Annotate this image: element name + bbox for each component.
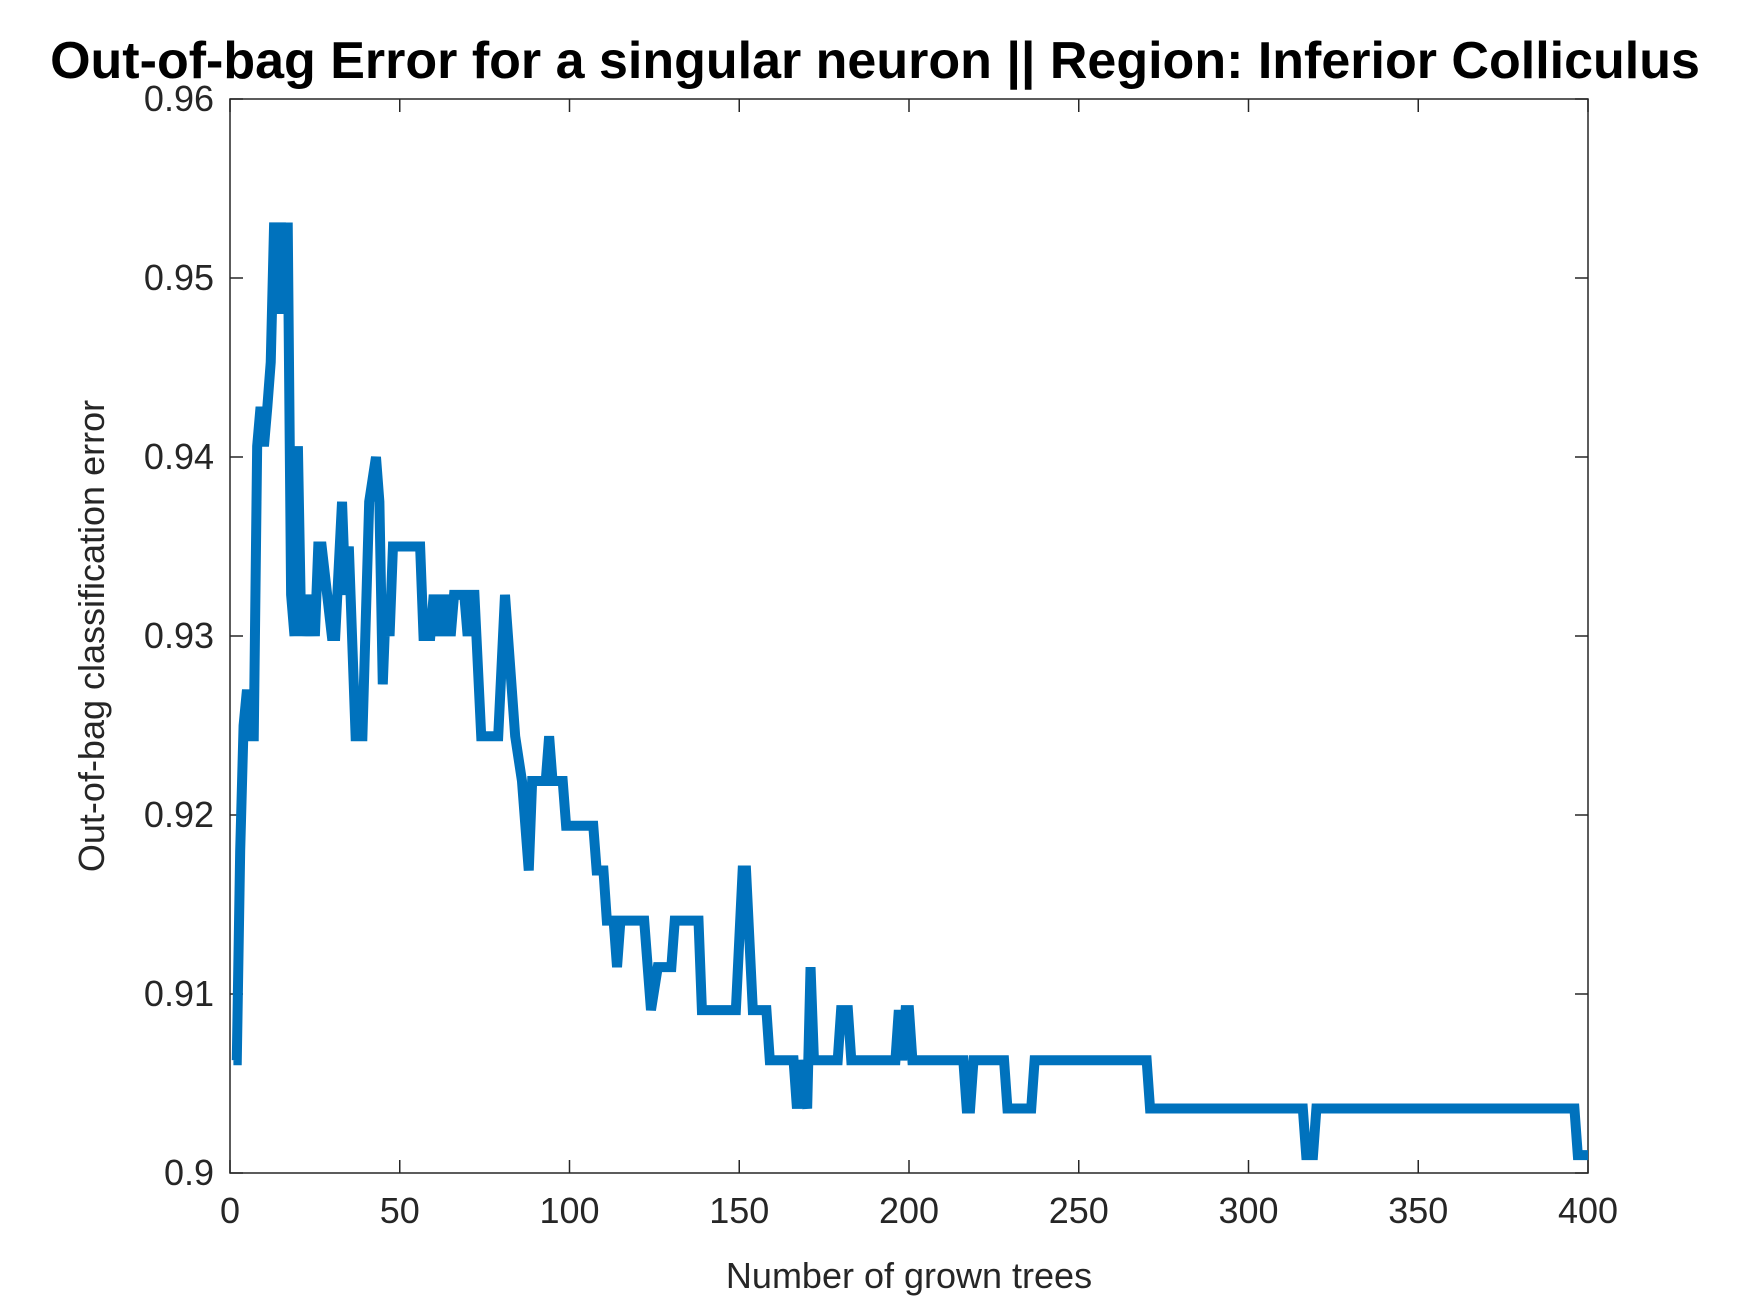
x-tick-label: 0 (220, 1190, 240, 1231)
y-tick-label: 0.93 (144, 615, 214, 656)
x-tick-label: 150 (709, 1190, 769, 1231)
x-tick-label: 200 (879, 1190, 939, 1231)
x-tick-label: 250 (1049, 1190, 1109, 1231)
chart-title: Out-of-bag Error for a singular neuron |… (50, 32, 1700, 90)
x-tick-label: 50 (380, 1190, 420, 1231)
data-line (231, 222, 1588, 1161)
x-tick-label: 350 (1388, 1190, 1448, 1231)
x-tick-label: 100 (539, 1190, 599, 1231)
y-tick-label: 0.9 (164, 1152, 214, 1193)
y-tick-label: 0.92 (144, 794, 214, 835)
x-tick-label: 300 (1218, 1190, 1278, 1231)
y-tick-label: 0.91 (144, 973, 214, 1014)
y-tick-label: 0.94 (144, 436, 214, 477)
x-axis-label: Number of grown trees (726, 1255, 1092, 1296)
y-tick-label: 0.95 (144, 257, 214, 298)
y-axis-label: Out-of-bag classification error (71, 400, 112, 872)
y-tick-label: 0.96 (144, 78, 214, 119)
x-tick-label: 400 (1558, 1190, 1618, 1231)
